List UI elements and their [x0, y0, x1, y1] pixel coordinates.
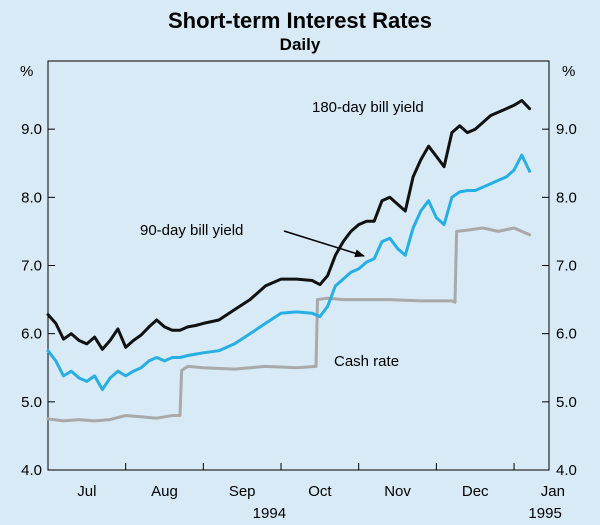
- y-tick-label-right: 5.0: [556, 394, 577, 411]
- y-tick-label-left: 6.0: [21, 326, 42, 343]
- y-tick-label-right: 9.0: [556, 121, 577, 138]
- x-tick-label: Nov: [384, 483, 411, 500]
- label-90-day: 90-day bill yield: [140, 222, 243, 239]
- y-tick-label-right: 7.0: [556, 258, 577, 275]
- chart-title: Short-term Interest Rates: [168, 8, 432, 33]
- x-tick-label: Jan: [541, 483, 565, 500]
- x-tick-label: Dec: [462, 483, 489, 500]
- y-tick-label-left: 5.0: [21, 394, 42, 411]
- x-year-label: 1994: [253, 505, 286, 522]
- arrow-90-day: [283, 230, 365, 258]
- y-tick-label-right: 4.0: [556, 462, 577, 479]
- y-tick-label-left: 7.0: [21, 258, 42, 275]
- y-tick-label-right: 8.0: [556, 189, 577, 206]
- series-line-180-day-bill-yield: [46, 99, 532, 351]
- series-line-90-day-bill-yield: [46, 153, 532, 392]
- axes-ticks: 4.0 4.0 5.0 5.0 6.0 6.0 7.0 7.0 8.0 8.0 9.0 9.0 Jul A…: [21, 121, 577, 522]
- y-tick-label-left: 8.0: [21, 189, 42, 206]
- y-tick-label-left: 9.0: [21, 121, 42, 138]
- label-cash-rate: Cash rate: [334, 353, 399, 370]
- x-tick-label: Jul: [77, 483, 96, 500]
- chart-subtitle: Daily: [280, 35, 321, 54]
- y-tick-label-right: 6.0: [556, 326, 577, 343]
- x-year-label: 1995: [528, 505, 561, 522]
- series-line-cash-rate: [46, 226, 532, 423]
- annotations: 180-day bill yield 90-day bill yield Cas…: [140, 99, 424, 370]
- x-tick-label: Sep: [229, 483, 256, 500]
- x-tick-label: Oct: [308, 483, 332, 500]
- x-tick-label: Aug: [151, 483, 178, 500]
- plot-frame: [47, 60, 550, 471]
- y-unit-left: %: [20, 63, 33, 80]
- y-unit-right: %: [562, 63, 575, 80]
- series-lines: [46, 99, 532, 423]
- y-tick-label-left: 4.0: [21, 462, 42, 479]
- label-180-day: 180-day bill yield: [312, 99, 424, 116]
